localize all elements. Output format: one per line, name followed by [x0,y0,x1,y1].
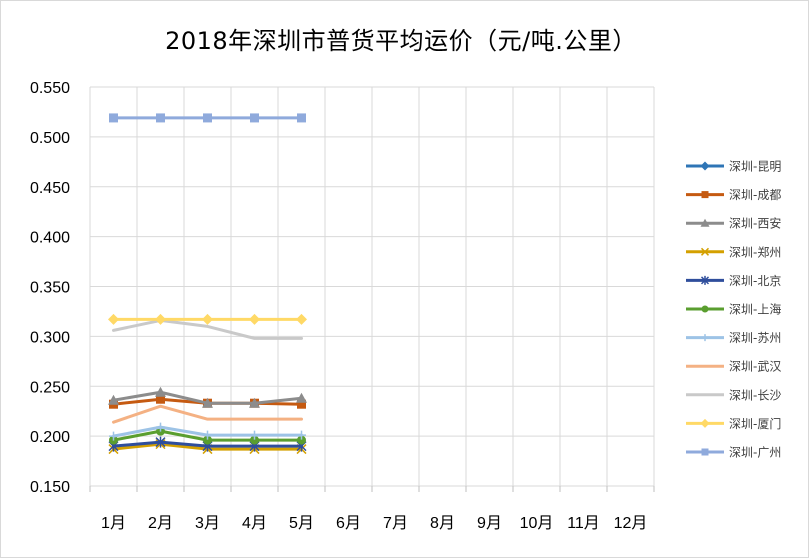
data-point [296,392,307,403]
legend-label: 深圳-上海 [729,302,781,317]
data-point [156,422,165,432]
y-tick-label: 0.200 [30,429,70,446]
data-point [203,113,212,123]
data-point [202,397,213,408]
data-point [250,430,259,440]
data-point [202,313,213,325]
data-point [109,431,118,441]
x-tick-label: 9月 [477,515,502,532]
data-point [155,313,166,325]
data-point [297,435,306,445]
x-tick-label: 3月 [195,515,220,532]
data-point [108,313,119,325]
legend-label: 深圳-成都 [729,188,781,202]
y-tick-label: 0.250 [30,379,70,396]
data-point [156,394,165,404]
data-point [249,313,260,325]
data-point [297,430,306,440]
y-tick-label: 0.300 [30,329,70,346]
data-point [156,113,165,123]
y-tick-label: 0.450 [30,180,70,197]
legend-marker [701,191,709,199]
legend-label: 深圳-广州 [729,446,781,460]
chart-title: 2018年深圳市普货平均运价（元/吨.公里） [165,27,637,55]
legend-marker [701,334,709,342]
legend-label: 深圳-西安 [729,216,781,231]
x-tick-label: 1月 [101,515,126,532]
data-point [250,113,259,123]
data-point [250,435,259,445]
data-point [203,430,212,440]
legend-label: 深圳-郑州 [729,244,781,259]
data-point [108,394,119,405]
legend-marker [700,218,710,227]
data-point [297,399,306,409]
x-tick-label: 7月 [383,515,408,532]
data-point [155,436,166,448]
legend-marker [700,275,710,285]
y-tick-label: 0.150 [30,479,70,496]
y-tick-label: 0.500 [30,130,70,147]
legend-label: 深圳-长沙 [729,388,781,402]
y-tick-label: 0.350 [30,280,70,297]
legend-marker [701,448,709,456]
y-tick-label: 0.400 [30,230,70,247]
legend-marker [700,161,710,171]
data-point [249,397,260,408]
legend-label: 深圳-武汉 [729,360,781,374]
legend-marker [700,418,710,428]
legend-label: 深圳-苏州 [729,331,781,345]
data-point [297,113,306,123]
series-line [112,318,303,340]
x-tick-label: 4月 [242,515,267,532]
legend-label: 深圳-昆明 [729,160,781,174]
x-tick-label: 8月 [430,515,455,532]
x-tick-label: 10月 [520,515,554,532]
data-point [203,435,212,445]
data-point [109,113,118,123]
x-tick-label: 5月 [289,515,314,532]
legend-marker [701,305,709,313]
data-point [155,386,166,397]
legend-label: 深圳-厦门 [729,416,781,431]
legend-label: 深圳-北京 [729,274,781,288]
y-tick-label: 0.550 [30,80,70,97]
legend-marker [700,247,710,256]
series-line [112,404,303,424]
x-tick-label: 11月 [567,515,600,532]
x-tick-label: 6月 [336,515,361,532]
x-tick-label: 2月 [148,515,173,532]
x-tick-label: 12月 [614,515,648,532]
data-point [296,313,307,325]
